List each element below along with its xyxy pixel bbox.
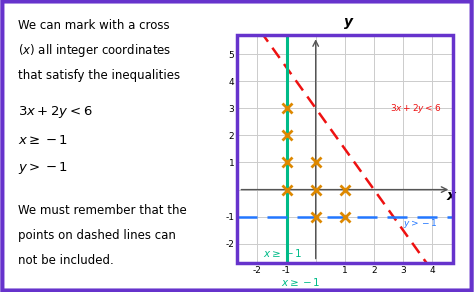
Text: $x \geq -1$: $x \geq -1$ xyxy=(263,247,303,259)
Text: $y > -1$: $y > -1$ xyxy=(403,217,438,230)
Text: that satisfy the inequalities: that satisfy the inequalities xyxy=(18,69,180,82)
Text: y: y xyxy=(344,15,353,29)
Text: not be included.: not be included. xyxy=(18,254,114,267)
Text: $3x + 2y < 6$: $3x + 2y < 6$ xyxy=(390,102,441,115)
Text: $(x)$ all integer coordinates: $(x)$ all integer coordinates xyxy=(18,42,171,59)
Text: points on dashed lines can: points on dashed lines can xyxy=(18,229,176,242)
Text: $x \geq -1$: $x \geq -1$ xyxy=(281,276,321,288)
Text: We must remember that the: We must remember that the xyxy=(18,204,187,217)
Text: x: x xyxy=(447,189,456,203)
Text: We can mark with a cross: We can mark with a cross xyxy=(18,19,169,32)
Text: $x \geq -1$: $x \geq -1$ xyxy=(18,134,68,147)
Text: $3x + 2y < 6$: $3x + 2y < 6$ xyxy=(18,104,92,120)
Text: $y > -1$: $y > -1$ xyxy=(18,160,68,176)
